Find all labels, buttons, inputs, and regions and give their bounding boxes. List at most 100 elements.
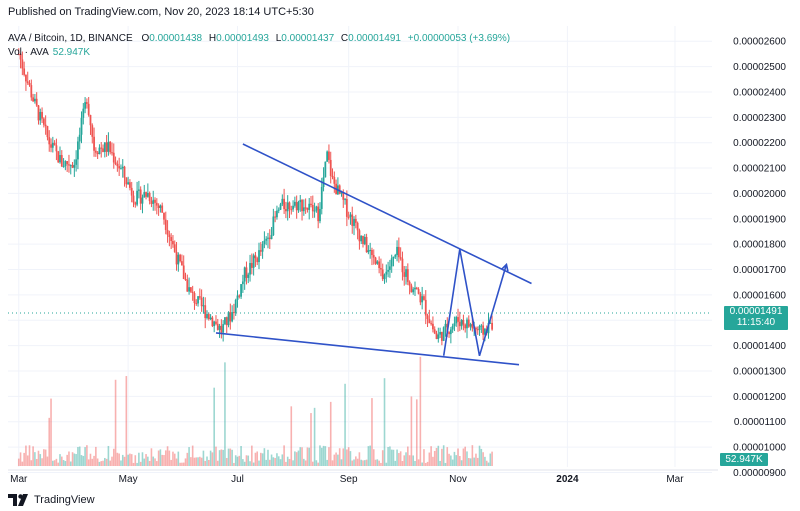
candle-body: [98, 147, 101, 155]
candle-body: [51, 142, 54, 148]
volume-bar: [466, 451, 468, 466]
volume-bar: [394, 460, 397, 466]
candle-body: [424, 299, 427, 316]
volume-bar: [399, 451, 402, 466]
open-key: O: [141, 33, 150, 44]
candle-body: [405, 269, 407, 277]
volume-bar: [254, 452, 257, 466]
candle-body: [326, 151, 329, 162]
candle-body: [66, 161, 69, 165]
candle-body: [69, 165, 72, 167]
volume-bar: [381, 450, 384, 466]
volume-bar: [245, 455, 248, 466]
volume-bar: [372, 449, 375, 466]
candle-body: [274, 216, 277, 218]
candle-body: [414, 287, 416, 290]
volume-bar: [102, 460, 104, 466]
candle-body: [50, 144, 52, 148]
candle-body: [46, 126, 49, 138]
candle-body: [177, 254, 180, 265]
volume-bar: [453, 451, 456, 466]
candle-body: [198, 296, 201, 298]
candle-body: [93, 136, 95, 151]
candle-body: [448, 331, 450, 335]
volume-label[interactable]: Vol · AVA: [8, 47, 49, 58]
y-tick-label: 0.00001700: [733, 265, 786, 276]
trendline-upper[interactable]: [242, 143, 532, 285]
volume-bar: [392, 449, 395, 466]
volume-bar: [216, 460, 219, 466]
volume-bar: [319, 445, 321, 466]
candle-body: [374, 257, 377, 264]
volume-bar: [138, 452, 140, 466]
volume-bar: [215, 446, 217, 466]
candle-body: [412, 289, 415, 293]
candle-body: [430, 323, 433, 325]
volume-bar: [154, 458, 156, 466]
volume-bar: [285, 461, 287, 466]
candle-body: [211, 317, 214, 327]
volume-bar: [290, 406, 293, 466]
volume-bar: [258, 460, 260, 466]
candle-body: [64, 161, 67, 167]
volume-bar: [252, 462, 255, 466]
candle-body: [487, 322, 490, 334]
volume-bar: [410, 396, 413, 466]
ohlc-row: AVA / Bitcoin, 1D, BINANCE O0.00001438 H…: [8, 32, 510, 46]
candle-body: [401, 258, 404, 273]
candle-body: [229, 312, 232, 322]
candle-body: [254, 255, 257, 259]
candle-body: [277, 209, 280, 211]
candle-body: [164, 219, 167, 230]
volume-bar: [335, 452, 337, 466]
volume-bar: [41, 458, 43, 466]
candle-body: [100, 147, 103, 149]
time-axis[interactable]: Mar May Jul Sep Nov 2024 Mar: [8, 469, 718, 485]
volume-bar: [52, 460, 54, 466]
volume-bar: [218, 450, 221, 466]
price-axis[interactable]: 0.00002600 0.00002500 0.00002400 0.00002300…: [733, 37, 786, 479]
candle-body: [467, 319, 470, 327]
candle-body: [328, 151, 330, 160]
volume-bar: [367, 446, 370, 466]
volume-bar: [338, 448, 341, 466]
candle-body: [82, 108, 85, 118]
x-tick-label: Jul: [231, 474, 244, 485]
volume-bar: [177, 451, 180, 466]
candle-body: [225, 317, 228, 326]
volume-bars: [17, 356, 493, 466]
candle-body: [299, 199, 302, 203]
volume-bar: [487, 462, 490, 466]
candle-body: [155, 202, 158, 206]
volume-bar: [234, 455, 237, 466]
candle-body: [410, 285, 413, 293]
volume-bar: [170, 459, 172, 466]
candle-body: [457, 317, 459, 322]
candle-body: [315, 206, 318, 211]
candle-body: [250, 262, 253, 268]
candle-body: [26, 81, 29, 83]
volume-bar: [71, 452, 74, 466]
volume-bar: [469, 458, 472, 466]
y-tick-label: 0.00001300: [733, 366, 786, 377]
candle-body: [308, 203, 311, 210]
candle-body: [453, 323, 456, 326]
volume-bar: [473, 457, 475, 466]
volume-bar: [152, 456, 155, 466]
candle-body: [129, 182, 131, 188]
trendline-projection[interactable]: [442, 249, 508, 357]
symbol-title[interactable]: AVA / Bitcoin, 1D, BINANCE: [8, 33, 133, 44]
candle-body: [297, 202, 300, 211]
volume-bar: [114, 379, 117, 466]
candle-body: [112, 152, 115, 163]
trendline-lower[interactable]: [215, 332, 520, 366]
candle-body: [390, 258, 393, 267]
volume-bar: [197, 457, 199, 466]
tradingview-logo[interactable]: TradingView: [8, 494, 95, 506]
low-key: L: [275, 33, 282, 44]
candle-body: [252, 255, 255, 268]
candle-body: [182, 265, 185, 279]
volume-bar: [136, 462, 138, 466]
volume-bar: [30, 460, 33, 466]
